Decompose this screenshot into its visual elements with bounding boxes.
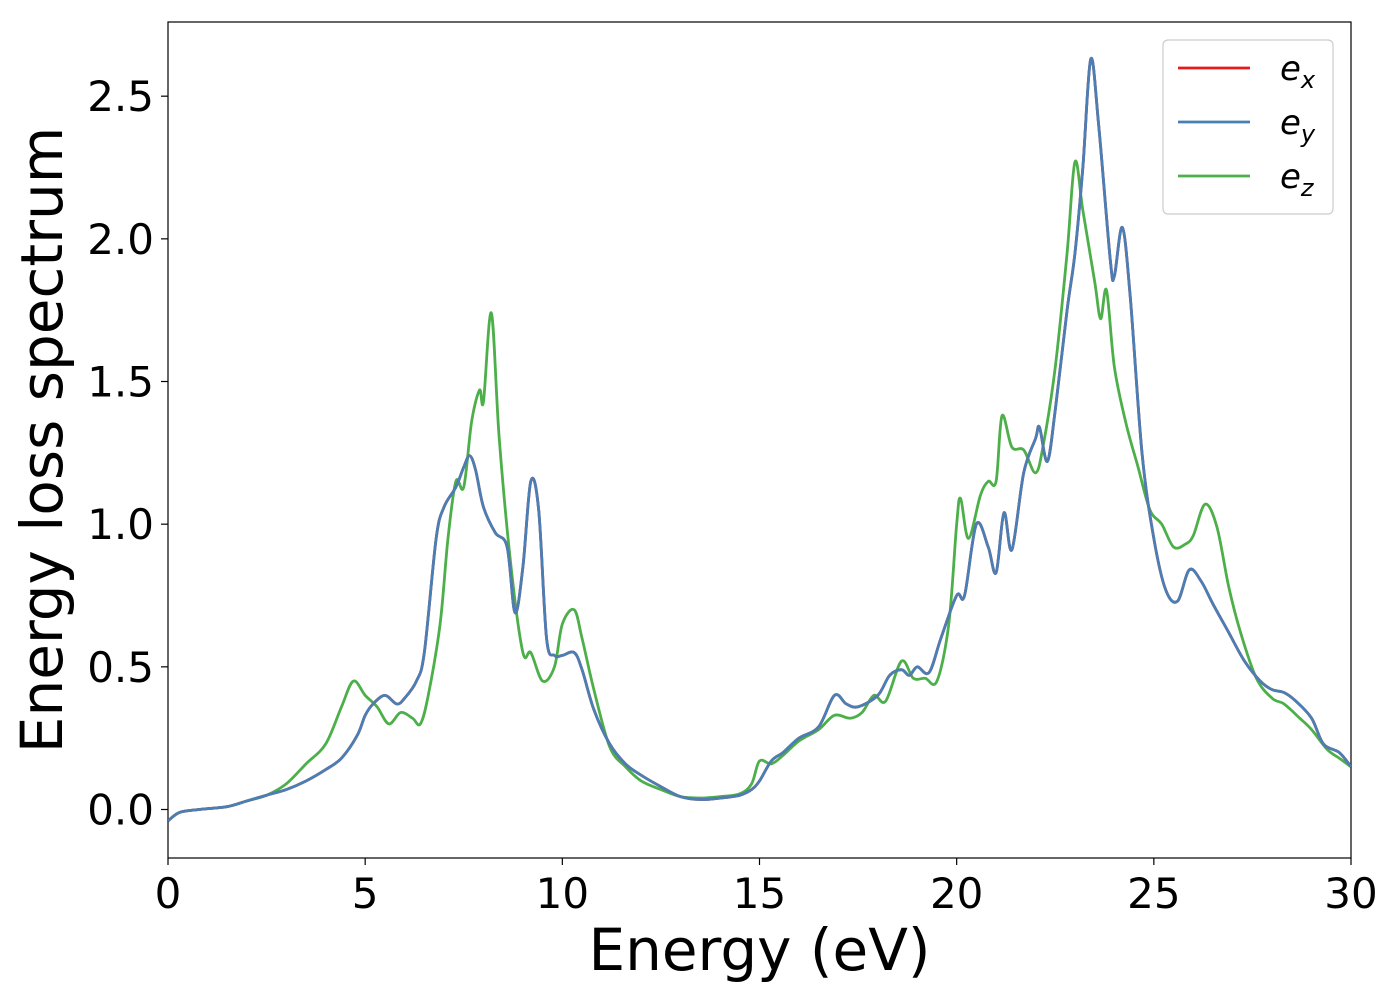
y-tick-label: 1.0 bbox=[87, 500, 154, 549]
x-tick-label: 5 bbox=[352, 869, 379, 918]
legend-label-base: e bbox=[1280, 49, 1301, 89]
x-tick-label: 0 bbox=[155, 869, 182, 918]
series-line-ey bbox=[168, 56, 1351, 823]
legend-label-base: e bbox=[1280, 103, 1301, 143]
series-layer bbox=[168, 56, 1351, 823]
series-line-ez bbox=[168, 159, 1351, 823]
y-tick-label: 2.0 bbox=[87, 215, 154, 264]
legend-label-ey: ey bbox=[1280, 103, 1316, 148]
y-axis-title: Energy loss spectrum bbox=[8, 127, 76, 753]
y-tick-label: 2.5 bbox=[87, 72, 154, 121]
legend-label-subscript: x bbox=[1300, 66, 1316, 94]
x-tick-label: 10 bbox=[536, 869, 589, 918]
y-tick-label: 0.0 bbox=[87, 785, 154, 834]
x-tick-label: 15 bbox=[733, 869, 786, 918]
x-tick-label: 30 bbox=[1324, 869, 1377, 918]
x-tick-label: 25 bbox=[1127, 869, 1180, 918]
y-tick-label: 1.5 bbox=[87, 358, 154, 407]
legend-label-ez: ez bbox=[1280, 157, 1315, 202]
x-axis-ticks: 0 5 10 15 20 25 30 bbox=[155, 858, 1378, 918]
legend-label-subscript: y bbox=[1300, 120, 1316, 148]
y-axis-ticks: 0.0 0.5 1.0 1.5 2.0 2.5 bbox=[87, 72, 168, 834]
x-axis-title: Energy (eV) bbox=[588, 916, 930, 984]
legend-label-subscript: z bbox=[1300, 174, 1315, 202]
x-tick-label: 20 bbox=[930, 869, 983, 918]
y-tick-label: 0.5 bbox=[87, 643, 154, 692]
legend-label-ex: ex bbox=[1280, 49, 1316, 94]
legend-box bbox=[1162, 39, 1334, 215]
legend-label-base: e bbox=[1280, 157, 1301, 197]
